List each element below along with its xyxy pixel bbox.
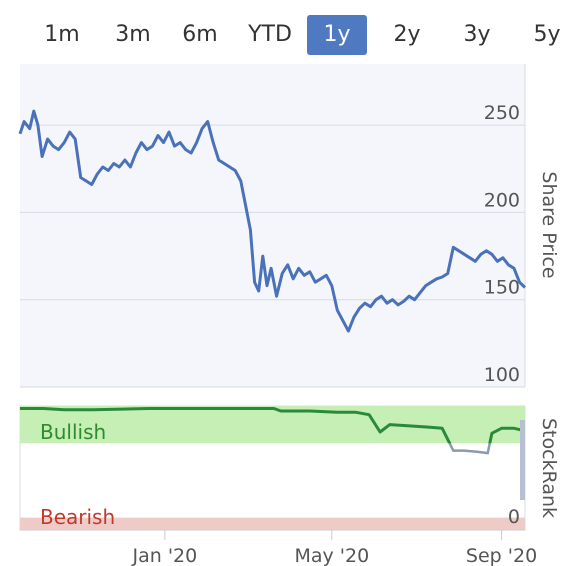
range-button-3m[interactable]: 3m xyxy=(115,22,151,47)
stockrank-tick-label-0: 0 xyxy=(508,506,520,528)
range-button-ytd[interactable]: YTD xyxy=(248,22,292,47)
price-plot-background xyxy=(20,64,525,387)
price-gridlines xyxy=(20,124,525,388)
stockrank-line[interactable] xyxy=(20,407,525,454)
range-button-3y[interactable]: 3y xyxy=(463,22,491,47)
range-button-6m[interactable]: 6m xyxy=(182,22,218,47)
bearish-band-label: Bearish xyxy=(40,505,115,529)
price-tick-label: 100 xyxy=(484,364,520,386)
x-tick-label: Jan '20 xyxy=(132,545,198,566)
bullish-band-label: Bullish xyxy=(40,420,106,444)
price-tick-label: 250 xyxy=(484,102,520,124)
bearish-band xyxy=(20,517,525,530)
range-selector: 1m 3m 6m YTD 1y 2y 3y 5y xyxy=(0,0,581,60)
x-axis-ticks: Jan '20 May '20 Sep '20 xyxy=(132,530,537,566)
range-button-1y[interactable]: 1y xyxy=(307,15,367,55)
range-button-1m[interactable]: 1m xyxy=(44,22,80,47)
stockrank-line-faded xyxy=(441,427,494,455)
price-tick-labels: 100 150 200 250 xyxy=(484,102,520,386)
range-button-2y[interactable]: 2y xyxy=(393,22,421,47)
price-tick-label: 150 xyxy=(484,277,520,299)
x-tick-label: May '20 xyxy=(294,545,369,566)
bullish-band xyxy=(20,406,525,444)
x-tick-label: Sep '20 xyxy=(466,545,537,566)
navigator-handle[interactable] xyxy=(520,420,525,500)
stockrank-axis-label: StockRank xyxy=(538,418,560,518)
range-button-5y[interactable]: 5y xyxy=(533,22,561,47)
share-price-axis-label: Share Price xyxy=(538,171,560,278)
price-tick-label: 200 xyxy=(484,189,520,211)
share-price-line[interactable] xyxy=(18,109,527,333)
